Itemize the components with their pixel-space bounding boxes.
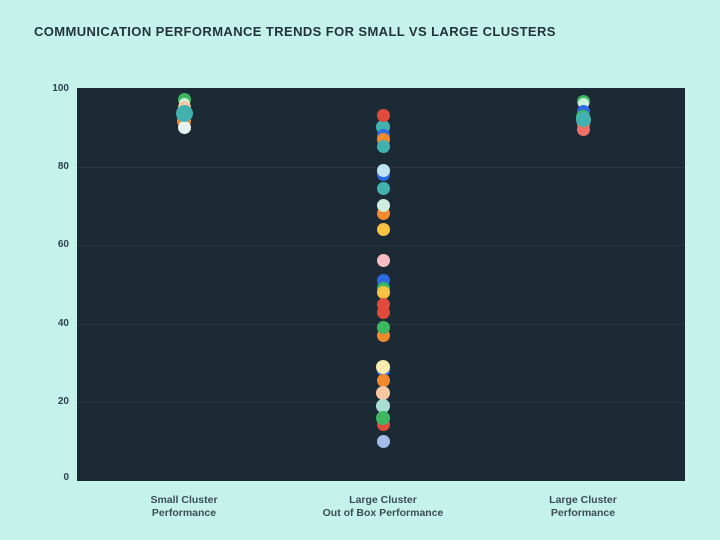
x-axis-category-label-line: Performance	[550, 507, 616, 519]
data-point[interactable]	[376, 360, 390, 375]
data-point[interactable]	[376, 305, 390, 319]
data-point[interactable]	[376, 374, 390, 388]
gridline-60	[77, 245, 685, 247]
data-point[interactable]	[376, 411, 390, 426]
data-point[interactable]	[376, 254, 390, 268]
x-axis-category-label-line: Out of Box Performance	[322, 507, 444, 519]
data-point[interactable]	[376, 140, 390, 154]
data-point[interactable]	[376, 181, 390, 195]
data-point[interactable]	[175, 105, 193, 123]
data-point[interactable]	[376, 222, 390, 236]
y-axis-tick-label: 0	[63, 472, 69, 483]
data-point[interactable]	[575, 111, 591, 127]
x-axis-category-label-line: Performance	[151, 507, 217, 519]
data-point[interactable]	[376, 385, 390, 400]
data-point[interactable]	[177, 120, 191, 134]
data-point[interactable]	[376, 321, 390, 335]
y-axis-tick-label: 80	[57, 160, 69, 172]
x-axis-category-label-line: Large Cluster	[349, 494, 417, 506]
x-axis-category-label: Large Cluster Out of Box Performance	[293, 494, 473, 520]
data-point[interactable]	[376, 109, 390, 122]
y-axis-tick-label: 20	[57, 396, 69, 408]
y-axis-tick-label: 100	[52, 83, 69, 94]
data-point[interactable]	[376, 199, 390, 213]
plot-area	[77, 88, 685, 481]
data-point[interactable]	[376, 399, 390, 414]
x-axis-category-label-line: Small Cluster	[150, 494, 218, 506]
data-point[interactable]	[376, 285, 390, 299]
y-axis-tick-label: 60	[57, 239, 69, 251]
y-axis-tick-label: 40	[57, 317, 69, 329]
data-point[interactable]	[376, 164, 390, 178]
chart-title: COMMUNICATION PERFORMANCE TRENDS FOR SMA…	[34, 24, 556, 39]
data-point[interactable]	[577, 98, 589, 110]
x-axis-category-label-line: Large Cluster	[549, 494, 617, 506]
data-point[interactable]	[376, 435, 390, 449]
x-axis-category-label: Small Cluster Performance	[94, 494, 274, 520]
x-axis-category-label: Large Cluster Performance	[493, 494, 673, 520]
